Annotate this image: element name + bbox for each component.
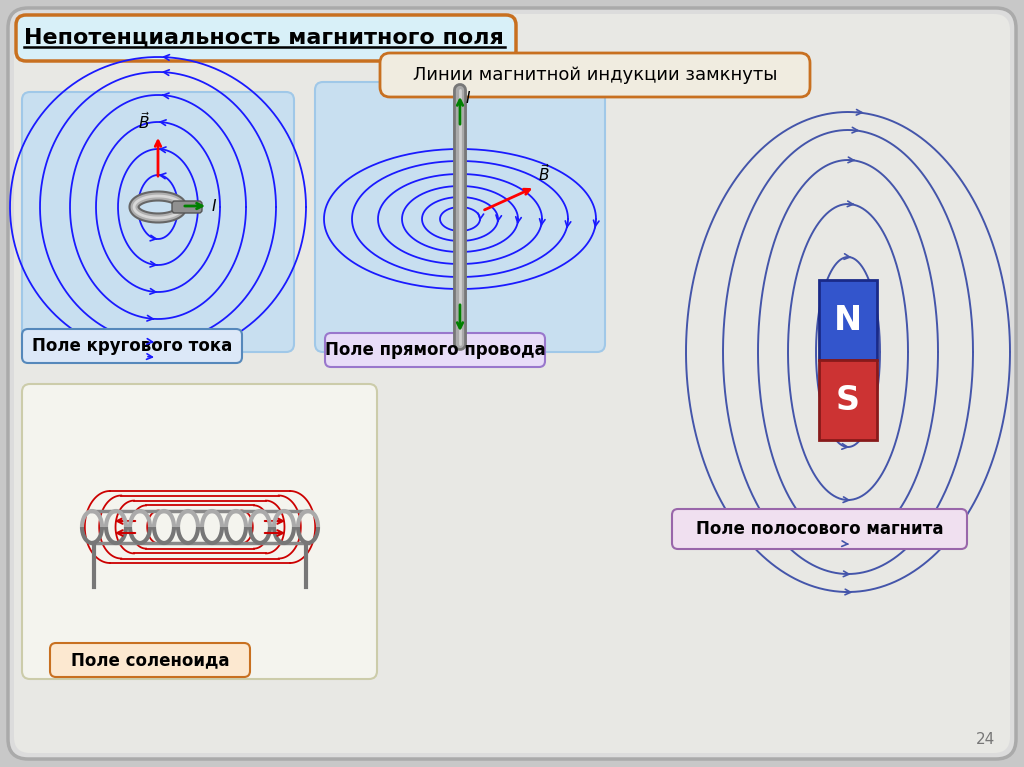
- Text: $I$: $I$: [465, 90, 471, 106]
- FancyBboxPatch shape: [172, 201, 202, 213]
- FancyBboxPatch shape: [22, 92, 294, 352]
- Text: Поле полосового магнита: Поле полосового магнита: [696, 520, 944, 538]
- Text: $I$: $I$: [211, 198, 217, 214]
- FancyBboxPatch shape: [22, 329, 242, 363]
- FancyBboxPatch shape: [380, 53, 810, 97]
- Text: S: S: [836, 384, 860, 416]
- Bar: [819, 360, 877, 440]
- FancyBboxPatch shape: [50, 643, 250, 677]
- Text: Поле кругового тока: Поле кругового тока: [32, 337, 232, 355]
- Text: Линии магнитной индукции замкнуты: Линии магнитной индукции замкнуты: [413, 66, 777, 84]
- Text: Поле соленоида: Поле соленоида: [71, 651, 229, 669]
- FancyBboxPatch shape: [22, 384, 377, 679]
- Bar: [819, 280, 877, 360]
- Text: $\vec{B}$: $\vec{B}$: [538, 163, 550, 184]
- FancyBboxPatch shape: [325, 333, 545, 367]
- Text: 24: 24: [976, 732, 995, 747]
- Text: $\vec{B}$: $\vec{B}$: [138, 111, 151, 132]
- FancyBboxPatch shape: [315, 82, 605, 352]
- FancyBboxPatch shape: [14, 14, 1010, 753]
- Text: Поле прямого провода: Поле прямого провода: [325, 341, 546, 359]
- Text: Непотенциальность магнитного поля: Непотенциальность магнитного поля: [24, 28, 504, 48]
- FancyBboxPatch shape: [8, 8, 1016, 759]
- FancyBboxPatch shape: [672, 509, 967, 549]
- Text: N: N: [834, 304, 862, 337]
- FancyBboxPatch shape: [16, 15, 516, 61]
